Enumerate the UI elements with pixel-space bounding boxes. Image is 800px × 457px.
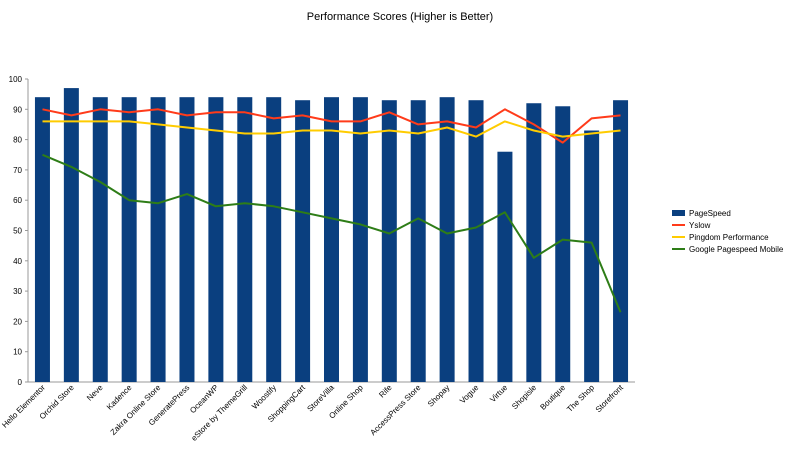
- x-tick-label: Hello Elementor: [0, 383, 47, 430]
- x-tick-label: eStore by ThemeGrill: [189, 383, 249, 443]
- bar-pagespeed: [555, 106, 571, 383]
- y-tick-label: 0: [18, 378, 23, 387]
- bars: [34, 88, 629, 383]
- y-tick-label: 30: [13, 287, 22, 296]
- bar-pagespeed: [295, 100, 311, 383]
- x-tick-label: Woostify: [250, 383, 278, 411]
- x-tick-label: Shopay: [426, 383, 452, 409]
- bar-pagespeed: [381, 100, 397, 383]
- bar-pagespeed: [324, 97, 339, 383]
- legend: PageSpeed Yslow Pingdom Performance Google …: [672, 209, 784, 254]
- y-tick-labels: 0 10 20 30 40 50 60 70 80 90 100: [9, 75, 28, 387]
- x-tick-label: Vogue: [458, 383, 481, 406]
- y-tick-label: 80: [13, 136, 22, 145]
- bar-pagespeed: [497, 151, 513, 382]
- line-pingdom-performance: [42, 120, 621, 138]
- x-tick-label: Shopisle: [510, 383, 538, 411]
- chart-title: Performance Scores (Higher is Better): [307, 11, 493, 23]
- y-tick-label: 50: [13, 227, 22, 236]
- line-yslow: [42, 108, 621, 144]
- bar-pagespeed: [410, 100, 426, 383]
- y-tick-label: 90: [13, 105, 22, 114]
- legend-swatch-bar: [672, 210, 685, 216]
- y-tick-label: 70: [13, 166, 22, 175]
- y-tick-label: 100: [9, 75, 23, 84]
- x-tick-label: Rife: [377, 383, 394, 400]
- x-tick-label: Neve: [85, 383, 105, 403]
- legend-label: Yslow: [689, 221, 711, 230]
- bar-pagespeed: [613, 100, 629, 383]
- bar-pagespeed: [584, 130, 600, 382]
- bar-pagespeed: [34, 97, 50, 383]
- x-tick-label: Storefront: [594, 383, 626, 415]
- x-tick-label: Zakra Online Store: [109, 383, 163, 437]
- bar-pagespeed: [526, 103, 542, 383]
- y-tick-label: 10: [13, 348, 22, 357]
- bar-pagespeed: [237, 97, 253, 383]
- y-tick-label: 60: [13, 196, 22, 205]
- bar-pagespeed: [352, 97, 368, 383]
- bar-pagespeed: [439, 97, 455, 383]
- x-tick-label: Virtue: [488, 383, 509, 404]
- x-tick-label: Kadence: [105, 383, 134, 412]
- x-tick-label: AccessPress Store: [368, 383, 423, 438]
- lines: [42, 108, 622, 313]
- line-google-pagespeed-mobile: [42, 153, 622, 313]
- bar-pagespeed: [468, 100, 484, 383]
- legend-label: Google Pagespeed Mobile: [689, 245, 784, 254]
- bar-pagespeed: [208, 97, 224, 383]
- bar-pagespeed: [121, 97, 137, 383]
- legend-label: PageSpeed: [689, 209, 731, 218]
- y-tick-label: 40: [13, 257, 22, 266]
- legend-label: Pingdom Performance: [689, 233, 769, 242]
- bar-pagespeed: [266, 97, 282, 383]
- x-tick-label: Boutique: [538, 383, 567, 412]
- x-tick-label: The Shop: [565, 383, 596, 414]
- bar-pagespeed: [179, 97, 195, 383]
- bar-pagespeed: [150, 97, 166, 383]
- bar-pagespeed: [63, 88, 79, 382]
- y-tick-label: 20: [13, 317, 22, 326]
- bar-pagespeed: [92, 97, 108, 383]
